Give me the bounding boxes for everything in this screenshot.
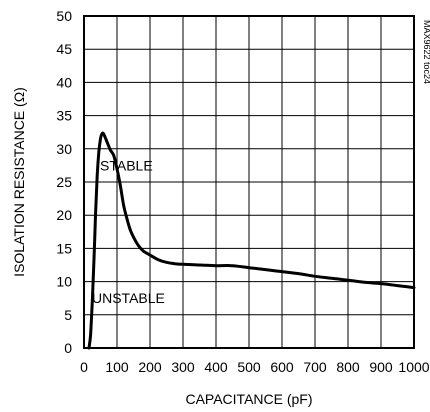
plot-frame <box>83 15 415 349</box>
isolation-resistance-curve <box>87 131 416 350</box>
unstable-region-label: UNSTABLE <box>92 290 165 306</box>
y-tick-label-5: 5 <box>64 307 72 323</box>
y-tick-label-30: 30 <box>56 141 72 157</box>
annotations: STABLE UNSTABLE MAX9622 toc24 <box>92 20 430 306</box>
x-tick-label-300: 300 <box>171 359 195 375</box>
x-tick-label-600: 600 <box>270 359 294 375</box>
x-tick-label-100: 100 <box>105 359 129 375</box>
x-tick-label-700: 700 <box>303 359 327 375</box>
stable-region-label: STABLE <box>100 157 153 173</box>
x-tick-label-800: 800 <box>336 359 360 375</box>
y-tick-label-20: 20 <box>56 207 72 223</box>
x-tick-label-500: 500 <box>237 359 261 375</box>
x-tick-label-200: 200 <box>138 359 162 375</box>
y-tick-labels: 0 5 10 15 20 25 30 35 40 45 50 <box>56 8 72 356</box>
y-tick-label-40: 40 <box>56 74 72 90</box>
y-tick-label-35: 35 <box>56 108 72 124</box>
y-tick-label-50: 50 <box>56 8 72 24</box>
y-tick-label-15: 15 <box>56 240 72 256</box>
y-tick-label-0: 0 <box>64 340 72 356</box>
x-tick-labels: 0 100 200 300 400 500 600 700 800 900 1000 <box>80 359 430 375</box>
y-axis-label: ISOLATION RESISTANCE (Ω) <box>11 87 27 277</box>
x-tick-label-1000: 1000 <box>398 359 429 375</box>
x-tick-label-0: 0 <box>80 359 88 375</box>
x-tick-label-400: 400 <box>204 359 228 375</box>
figure-code-label: MAX9622 toc24 <box>422 20 430 84</box>
y-tick-label-45: 45 <box>56 41 72 57</box>
y-tick-label-25: 25 <box>56 174 72 190</box>
x-axis-label: CAPACITANCE (pF) <box>185 391 312 407</box>
y-tick-label-10: 10 <box>56 274 72 290</box>
x-tick-label-900: 900 <box>369 359 393 375</box>
